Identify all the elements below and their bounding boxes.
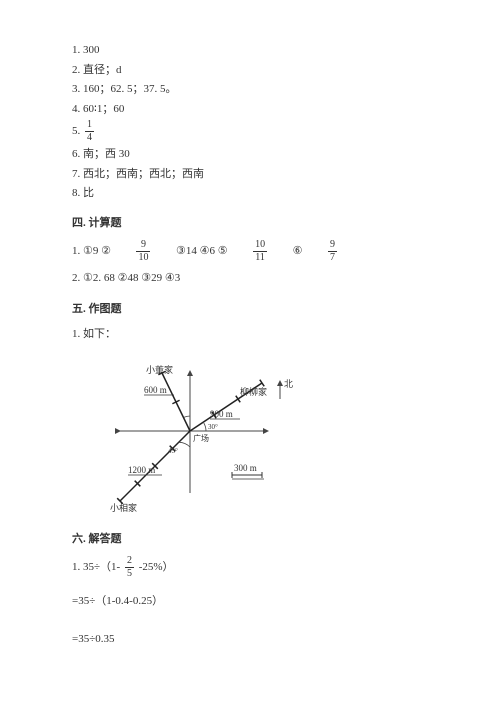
section-5-heading: 五. 作图题 bbox=[72, 300, 428, 316]
answer-line-4: 4. 60∶1；60 bbox=[72, 101, 428, 118]
svg-text:900 m: 900 m bbox=[210, 409, 233, 419]
answer-line-6: 6. 南；西 30 bbox=[72, 146, 428, 163]
fraction-10-11: 10 11 bbox=[253, 240, 267, 263]
svg-text:45°: 45° bbox=[168, 447, 178, 455]
fraction-numerator: 2 bbox=[125, 556, 134, 568]
answer-line-7: 7. 西北；西南；西北；西南 bbox=[72, 166, 428, 183]
direction-diagram: 小董家 600 m 柳柳家 900 m 小相家 1200 m 广场 30° 45° 北 300 m bbox=[92, 353, 428, 516]
answer-line-2: 2. 直径；d bbox=[72, 62, 428, 79]
answer-5-prefix: 5. bbox=[72, 125, 83, 137]
answer-line-5: 5. 1 4 bbox=[72, 120, 428, 143]
svg-text:广场: 广场 bbox=[193, 433, 209, 443]
svg-text:柳柳家: 柳柳家 bbox=[240, 386, 267, 397]
calc-row-2: 2. ①2. 68 ②48 ③29 ④3 bbox=[72, 269, 428, 289]
q1-prefix: 1. 35÷（1- bbox=[72, 561, 123, 573]
figure-caption: 1. 如下： bbox=[72, 326, 428, 343]
fraction-numerator: 9 bbox=[328, 240, 337, 252]
answer-line-1: 1. 300 bbox=[72, 42, 428, 59]
svg-text:小董家: 小董家 bbox=[146, 364, 173, 375]
q1-expression: 1. 35÷（1- 2 5 -25%） bbox=[72, 556, 428, 579]
fraction-2-5: 2 5 bbox=[125, 556, 134, 579]
answer-line-3: 3. 160；62. 5；37. 5。 bbox=[72, 81, 428, 98]
page-content: 1. 300 2. 直径；d 3. 160；62. 5；37. 5。 4. 60… bbox=[0, 0, 500, 671]
fraction-denominator: 10 bbox=[136, 252, 150, 263]
fraction-numerator: 10 bbox=[253, 240, 267, 252]
fraction-numerator: 1 bbox=[85, 120, 94, 132]
q1-step-2: =35÷0.35 bbox=[72, 631, 428, 648]
svg-text:30°: 30° bbox=[208, 423, 218, 431]
q1-step-1: =35÷（1-0.4-0.25） bbox=[72, 593, 428, 610]
calc1-part1: 1. ①9 ② bbox=[72, 245, 111, 257]
svg-text:小相家: 小相家 bbox=[110, 502, 137, 513]
calc1-part2: ③14 ④6 ⑤ bbox=[176, 245, 228, 257]
fraction-denominator: 4 bbox=[85, 132, 94, 143]
fraction-denominator: 5 bbox=[125, 568, 134, 579]
fraction-denominator: 7 bbox=[328, 252, 337, 263]
svg-text:1200 m: 1200 m bbox=[128, 465, 155, 475]
section-4-heading: 四. 计算题 bbox=[72, 214, 428, 230]
fraction-denominator: 11 bbox=[253, 252, 267, 263]
fraction-numerator: 9 bbox=[136, 240, 150, 252]
answer-line-8: 8. 比 bbox=[72, 185, 428, 202]
q1-suffix: -25%） bbox=[139, 561, 174, 573]
svg-text:600 m: 600 m bbox=[144, 385, 167, 395]
calc1-part3: ⑥ bbox=[293, 245, 303, 257]
calc-row-1: 1. ①9 ② 9 10 ③14 ④6 ⑤ 10 11 ⑥ 9 7 bbox=[72, 240, 428, 263]
svg-text:北: 北 bbox=[284, 379, 293, 389]
fraction-9-7: 9 7 bbox=[328, 240, 337, 263]
fraction-1-4: 1 4 bbox=[85, 120, 94, 143]
section-6-heading: 六. 解答题 bbox=[72, 530, 428, 546]
diagram-svg: 小董家 600 m 柳柳家 900 m 小相家 1200 m 广场 30° 45° 北 300 m bbox=[92, 353, 302, 513]
svg-text:300 m: 300 m bbox=[234, 463, 257, 473]
fraction-9-10: 9 10 bbox=[136, 240, 150, 263]
